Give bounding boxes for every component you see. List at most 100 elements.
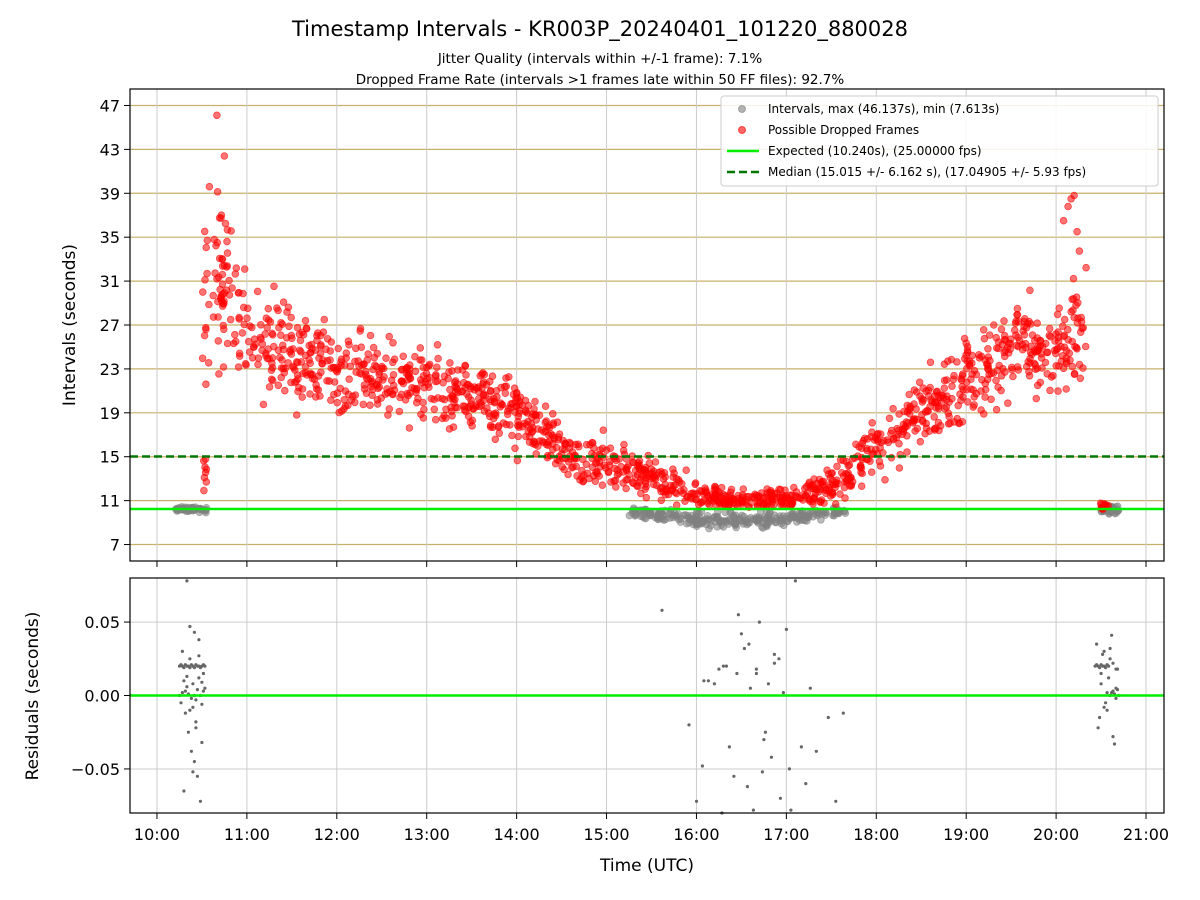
dropped-frame-point <box>889 404 897 413</box>
dropped-frame-point <box>261 330 270 338</box>
dropped-frame-point <box>368 377 377 386</box>
residual-point <box>203 664 207 668</box>
dropped-frame-point <box>225 291 234 299</box>
dropped-frame-point <box>1000 317 1008 325</box>
x-tick-label: 20:00 <box>1033 825 1079 844</box>
dropped-frame-point <box>551 459 560 468</box>
dropped-frame-point <box>334 344 343 353</box>
dropped-frame-point <box>847 473 855 482</box>
dropped-frame-point <box>737 496 746 504</box>
legend-dropped-label: Possible Dropped Frames <box>768 123 919 137</box>
dropped-frame-point <box>619 468 627 476</box>
residual-point <box>804 782 808 786</box>
dropped-frame-point <box>243 314 251 323</box>
x-tick-label: 18:00 <box>853 825 899 844</box>
residual-point <box>799 745 804 749</box>
x-tick-label: 13:00 <box>404 825 450 844</box>
dropped-frame-point <box>480 390 488 398</box>
dropped-frame-point <box>651 458 660 466</box>
residual-point <box>700 764 705 768</box>
dropped-frame-point <box>1032 394 1041 403</box>
dropped-frame-point <box>504 404 513 413</box>
dropped-frame-point <box>373 349 382 358</box>
dropped-frame-point <box>1025 367 1033 376</box>
dropped-frame-point <box>1064 202 1072 211</box>
dropped-frame-point <box>972 389 981 398</box>
residual-point <box>182 666 186 670</box>
dropped-frame-point <box>232 264 241 272</box>
dropped-frame-point <box>856 461 865 470</box>
residuals-points <box>177 579 1121 815</box>
residual-point <box>1111 735 1115 739</box>
residual-point <box>1114 667 1118 671</box>
residual-point <box>188 624 192 629</box>
dropped-frame-point <box>403 389 412 398</box>
residual-point <box>748 686 753 690</box>
residual-point <box>781 691 786 695</box>
dropped-frame-point <box>319 328 328 337</box>
dropped-frame-point <box>1059 216 1068 225</box>
dropped-frame-point <box>840 483 849 492</box>
dropped-frame-point <box>404 372 413 380</box>
residual-point <box>192 760 196 764</box>
dropped-frame-point <box>440 372 449 381</box>
dropped-frame-point <box>390 386 399 395</box>
dropped-frame-point <box>235 313 243 322</box>
dropped-frame-point <box>876 430 885 438</box>
dropped-frame-point <box>301 316 310 325</box>
legend-intervals-marker <box>738 105 746 113</box>
dropped-frame-point <box>636 489 645 498</box>
dropped-frame-point <box>217 211 226 220</box>
dropped-frame-point <box>962 385 971 394</box>
dropped-frame-point <box>1036 378 1045 387</box>
residual-point <box>757 620 762 624</box>
dropped-frame-point <box>274 381 283 390</box>
dropped-frame-point <box>204 358 213 367</box>
interval-point <box>647 511 655 520</box>
interval-point <box>1111 509 1120 518</box>
dropped-frame-point <box>828 469 836 477</box>
residual-point <box>778 796 783 800</box>
dropped-frame-point <box>434 354 442 363</box>
dropped-frame-point <box>270 282 278 291</box>
y-tick-label: 15 <box>100 448 120 467</box>
residual-point <box>772 652 777 657</box>
dropped-frame-point <box>268 329 276 338</box>
y-tick-label: 11 <box>100 492 120 511</box>
dropped-frame-point <box>385 332 394 341</box>
residual-point <box>1104 666 1108 670</box>
dropped-frame-point <box>1059 322 1067 331</box>
dropped-frame-point <box>582 440 591 449</box>
dropped-frame-point <box>262 314 271 323</box>
dropped-frame-point <box>868 418 876 427</box>
residual-point <box>197 638 201 642</box>
dropped-frame-point <box>320 315 329 324</box>
residual-point <box>198 799 202 803</box>
dropped-frame-point <box>940 384 949 393</box>
dropped-frame-point <box>1033 319 1041 328</box>
dropped-frame-point <box>513 456 522 465</box>
interval-point <box>731 518 739 527</box>
dropped-frame-point <box>277 318 285 327</box>
dropped-frame-point <box>203 236 212 245</box>
dropped-frame-point <box>915 378 924 387</box>
dropped-frame-point <box>532 450 540 458</box>
dropped-frame-point <box>377 394 386 402</box>
dropped-frame-point <box>498 400 506 409</box>
dropped-frame-point <box>948 394 956 403</box>
dropped-frame-point <box>251 340 260 349</box>
dropped-frame-point <box>200 331 209 340</box>
dropped-frame-point <box>248 323 256 332</box>
dropped-frame-point <box>759 500 768 509</box>
dropped-frame-point <box>769 500 778 509</box>
interval-point <box>677 514 685 523</box>
dropped-frame-point <box>1007 363 1016 372</box>
dropped-frame-point <box>992 376 1000 385</box>
dropped-frame-point <box>816 498 825 507</box>
residual-point <box>197 654 201 658</box>
dropped-frame-point <box>398 377 407 386</box>
dropped-frame-point <box>859 436 868 445</box>
dropped-frame-point <box>218 254 226 263</box>
legend: Intervals, max (46.137s), min (7.613s) P… <box>720 95 1159 187</box>
dropped-frame-point <box>987 395 995 404</box>
